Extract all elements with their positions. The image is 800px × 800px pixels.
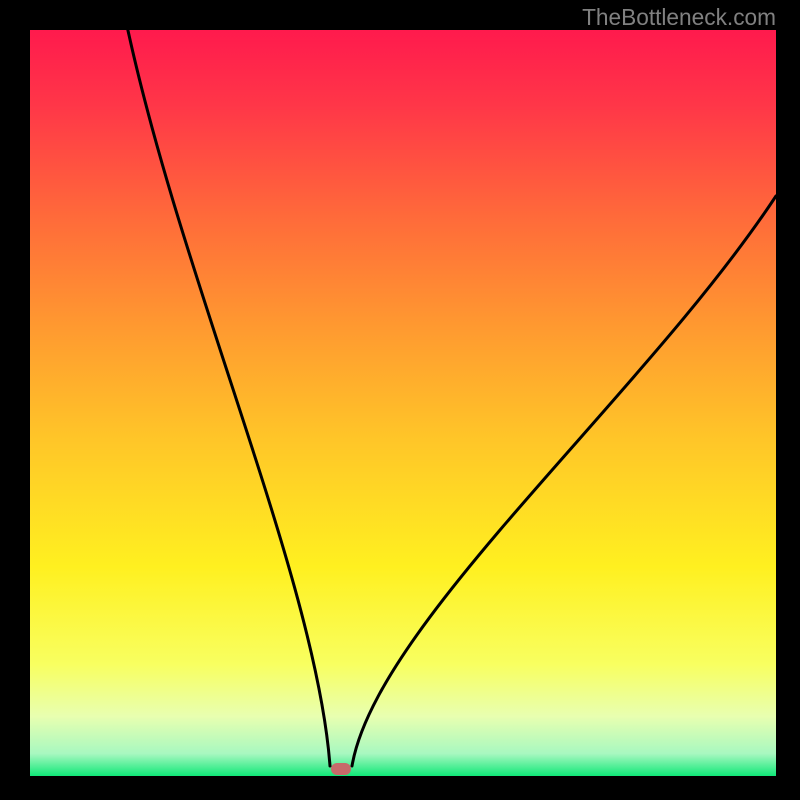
plot-area: [30, 30, 776, 776]
chart-frame: TheBottleneck.com: [0, 0, 800, 800]
bottleneck-marker: [331, 763, 351, 775]
watermark-text: TheBottleneck.com: [582, 4, 776, 31]
